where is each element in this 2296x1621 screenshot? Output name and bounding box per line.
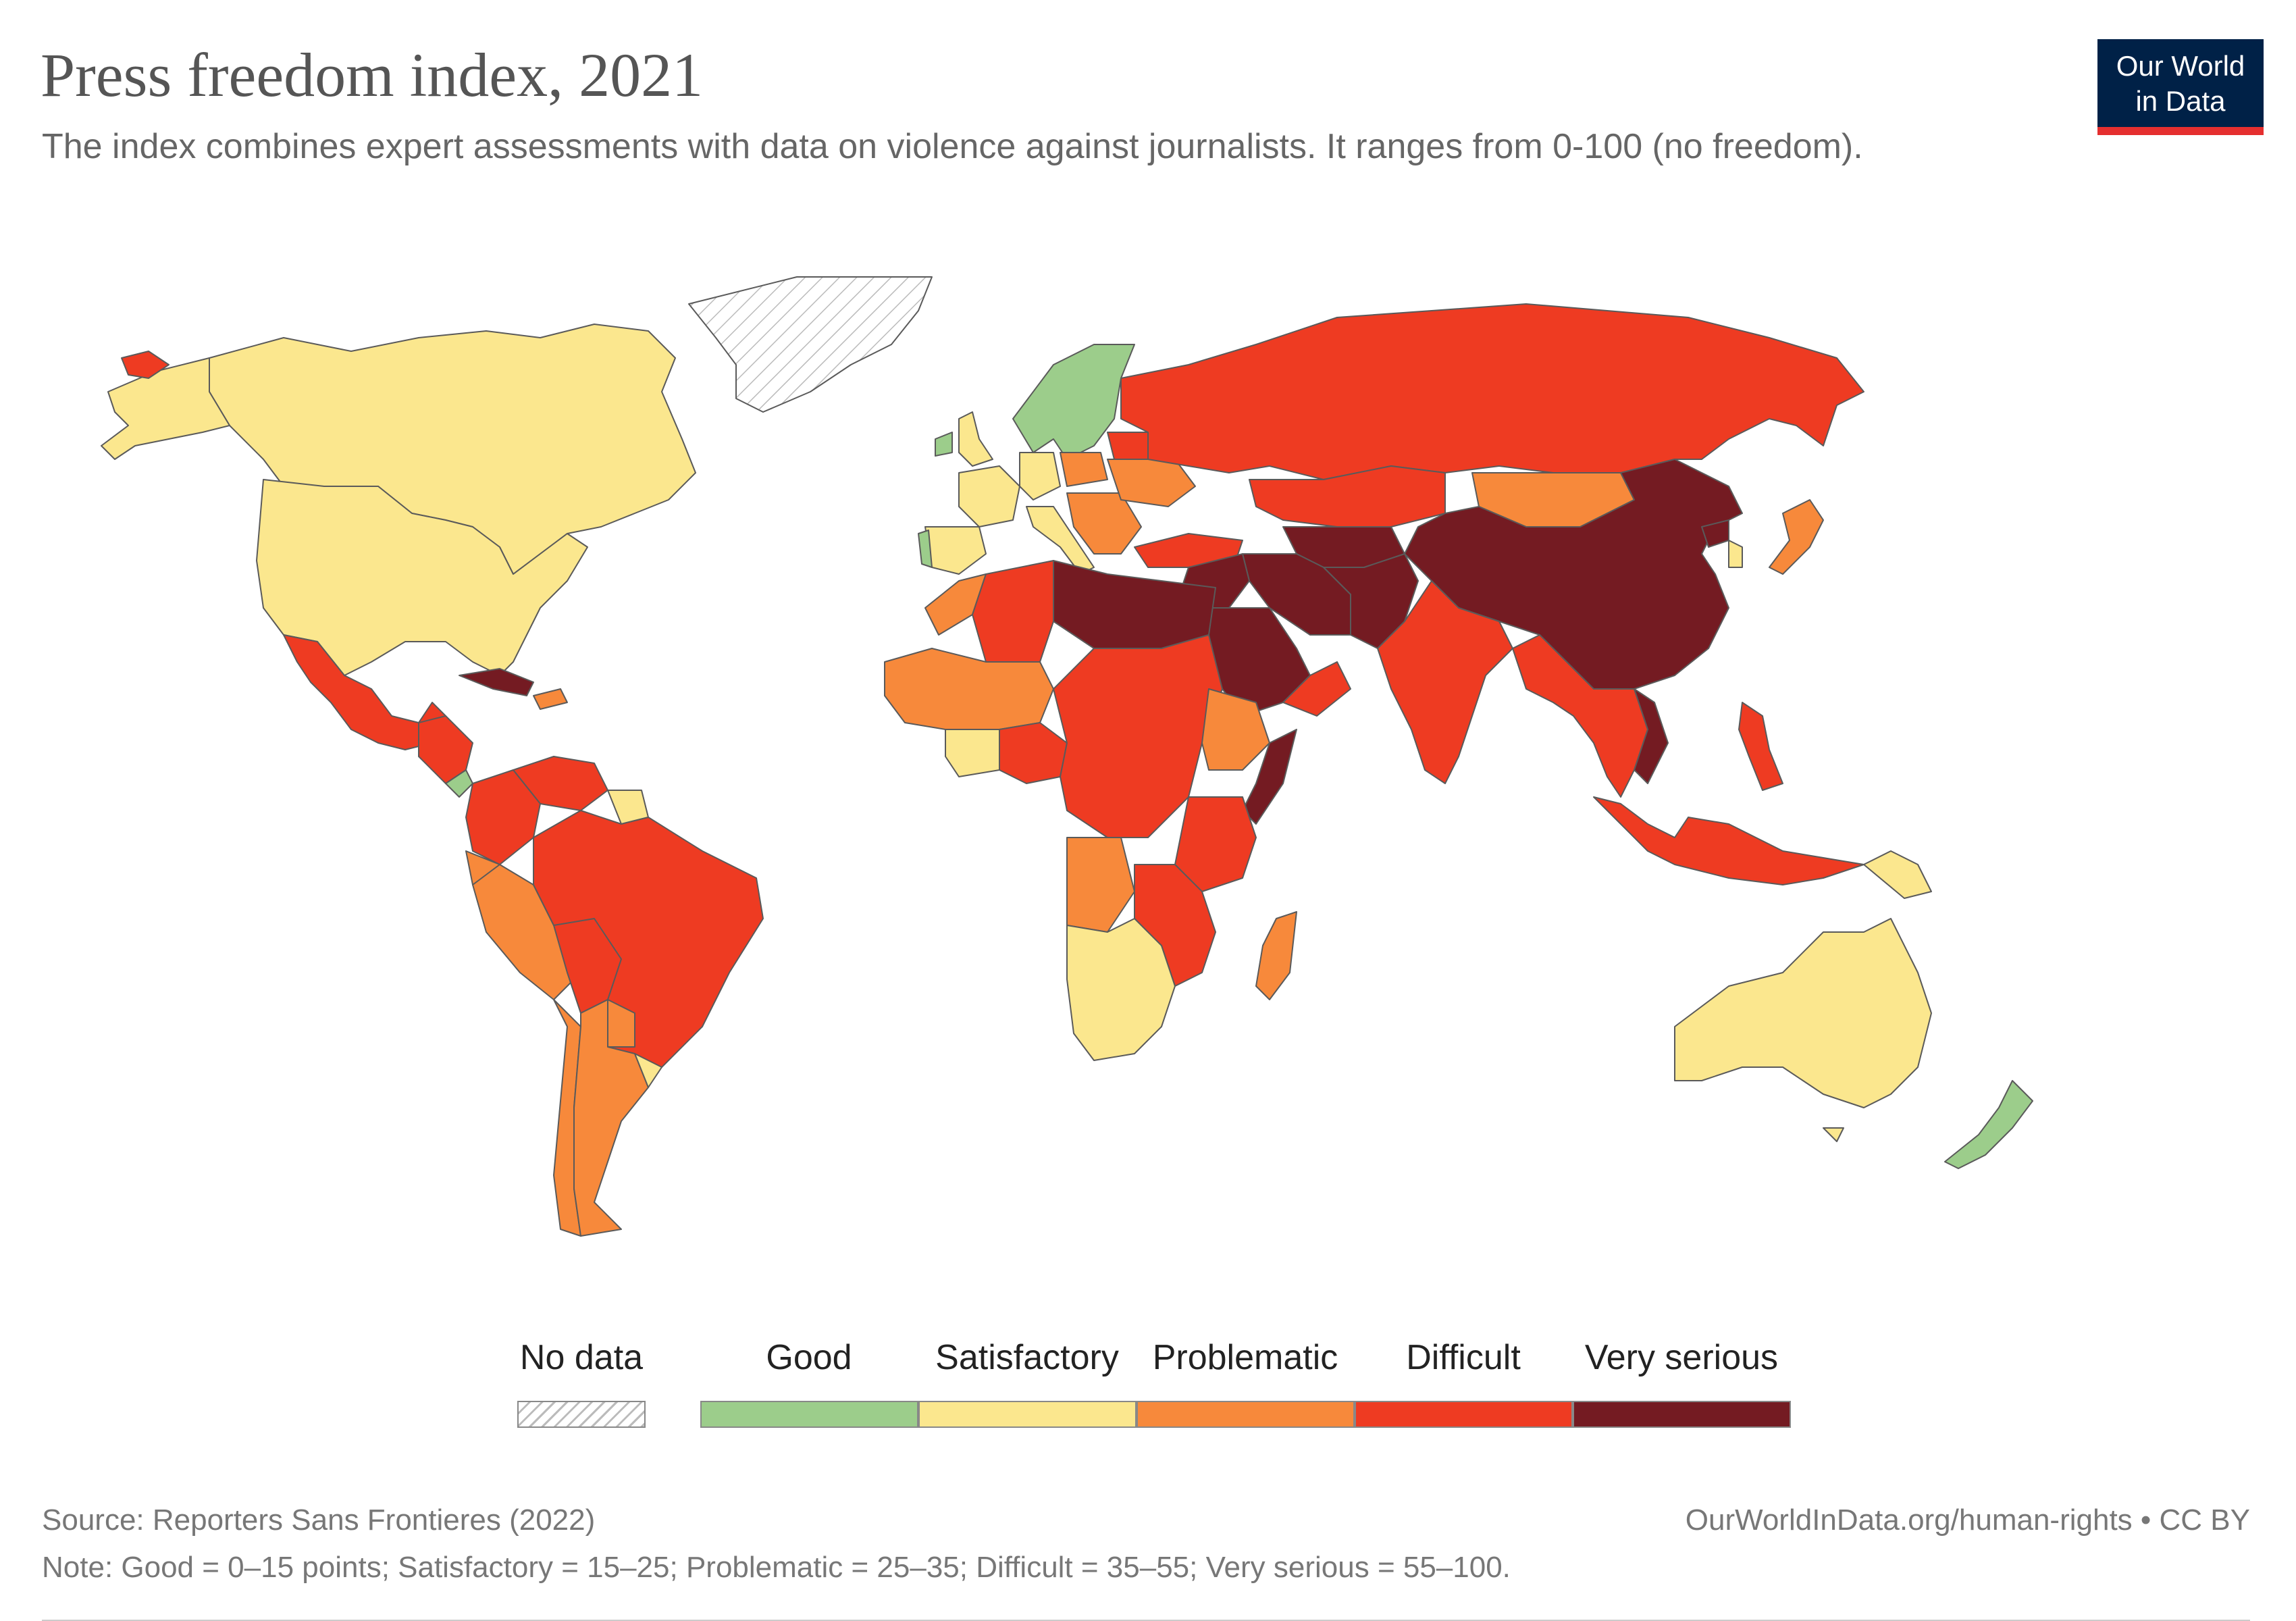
country-vietnam[interactable]	[1634, 688, 1669, 784]
region-mainland-southeast-asia[interactable]	[1512, 634, 1648, 798]
map-legend: No data Good Satisfactory Problematic Di…	[0, 1337, 2296, 1439]
legend-very-serious-swatch[interactable]	[1573, 1401, 1791, 1428]
country-cuba[interactable]	[459, 668, 534, 696]
country-australia[interactable]	[1674, 918, 1932, 1108]
footer-url-license[interactable]: OurWorldInData.org/human-rights • CC BY	[1685, 1503, 2250, 1537]
country-haiti-dr[interactable]	[533, 688, 568, 710]
country-kazakhstan[interactable]	[1249, 465, 1446, 528]
legend-satisfactory-swatch[interactable]	[918, 1401, 1137, 1428]
country-russia[interactable]	[1120, 303, 1864, 480]
country-uk[interactable]	[958, 411, 993, 467]
country-philippines[interactable]	[1738, 702, 1783, 791]
country-argentina[interactable]	[573, 999, 649, 1237]
country-japan[interactable]	[1769, 499, 1824, 575]
country-france[interactable]	[958, 465, 1020, 528]
country-angola[interactable]	[1066, 837, 1135, 933]
legend-difficult-swatch[interactable]	[1355, 1401, 1573, 1428]
legend-difficult-label: Difficult	[1406, 1338, 1521, 1377]
footer-source[interactable]: Source: Reporters Sans Frontieres (2022)	[42, 1503, 596, 1537]
country-nigeria[interactable]	[999, 722, 1068, 784]
country-ukraine[interactable]	[1107, 459, 1196, 507]
country-madagascar[interactable]	[1255, 911, 1297, 1000]
country-colombia[interactable]	[465, 769, 541, 865]
country-ireland[interactable]	[935, 432, 953, 457]
region-nordics[interactable]	[1012, 344, 1135, 460]
country-spain[interactable]	[924, 526, 987, 575]
country-portugal[interactable]	[918, 530, 933, 568]
country-germany[interactable]	[1019, 452, 1061, 500]
chart-title: Press freedom index, 2021	[41, 41, 704, 109]
country-poland[interactable]	[1060, 452, 1108, 487]
bottom-divider	[42, 1620, 2250, 1621]
legend-good-swatch[interactable]	[700, 1401, 918, 1428]
legend-satisfactory-label: Satisfactory	[935, 1338, 1119, 1377]
country-indonesia[interactable]	[1593, 796, 1864, 885]
logo-line-1: Our World	[2116, 50, 2245, 82]
country-india[interactable]	[1377, 580, 1513, 784]
legend-problematic-label: Problematic	[1152, 1338, 1338, 1377]
country-ethiopia-horn[interactable]	[1201, 688, 1270, 771]
country-alaska-usa[interactable]	[101, 357, 230, 460]
country-greenland[interactable]	[688, 276, 933, 413]
country-yemen-oman[interactable]	[1282, 661, 1351, 717]
country-south-korea[interactable]	[1728, 540, 1743, 568]
chart-subtitle: The index combines expert assessments wi…	[42, 127, 1863, 166]
logo-line-2: in Data	[2135, 85, 2226, 117]
footer-note: Note: Good = 0–15 points; Satisfactory =…	[42, 1551, 1511, 1584]
legend-no-data-label: No data	[519, 1338, 644, 1377]
world-map[interactable]	[0, 257, 2296, 1270]
country-new-zealand[interactable]	[1944, 1080, 2033, 1169]
region-west-africa-coast[interactable]	[945, 729, 1000, 777]
country-uruguay[interactable]	[634, 1053, 662, 1088]
legend-no-data-swatch[interactable]	[517, 1401, 646, 1428]
region-southern-africa[interactable]	[1066, 918, 1176, 1061]
country-tasmania[interactable]	[1823, 1127, 1844, 1142]
owid-logo[interactable]: Our World in Data	[2097, 39, 2264, 135]
legend-good-label: Good	[766, 1338, 852, 1377]
country-somalia[interactable]	[1242, 729, 1297, 825]
legend-problematic-swatch[interactable]	[1137, 1401, 1355, 1428]
country-iceland[interactable]	[121, 351, 169, 379]
legend-very-serious-label: Very serious	[1584, 1338, 1779, 1377]
country-papua-new-guinea[interactable]	[1863, 850, 1932, 899]
